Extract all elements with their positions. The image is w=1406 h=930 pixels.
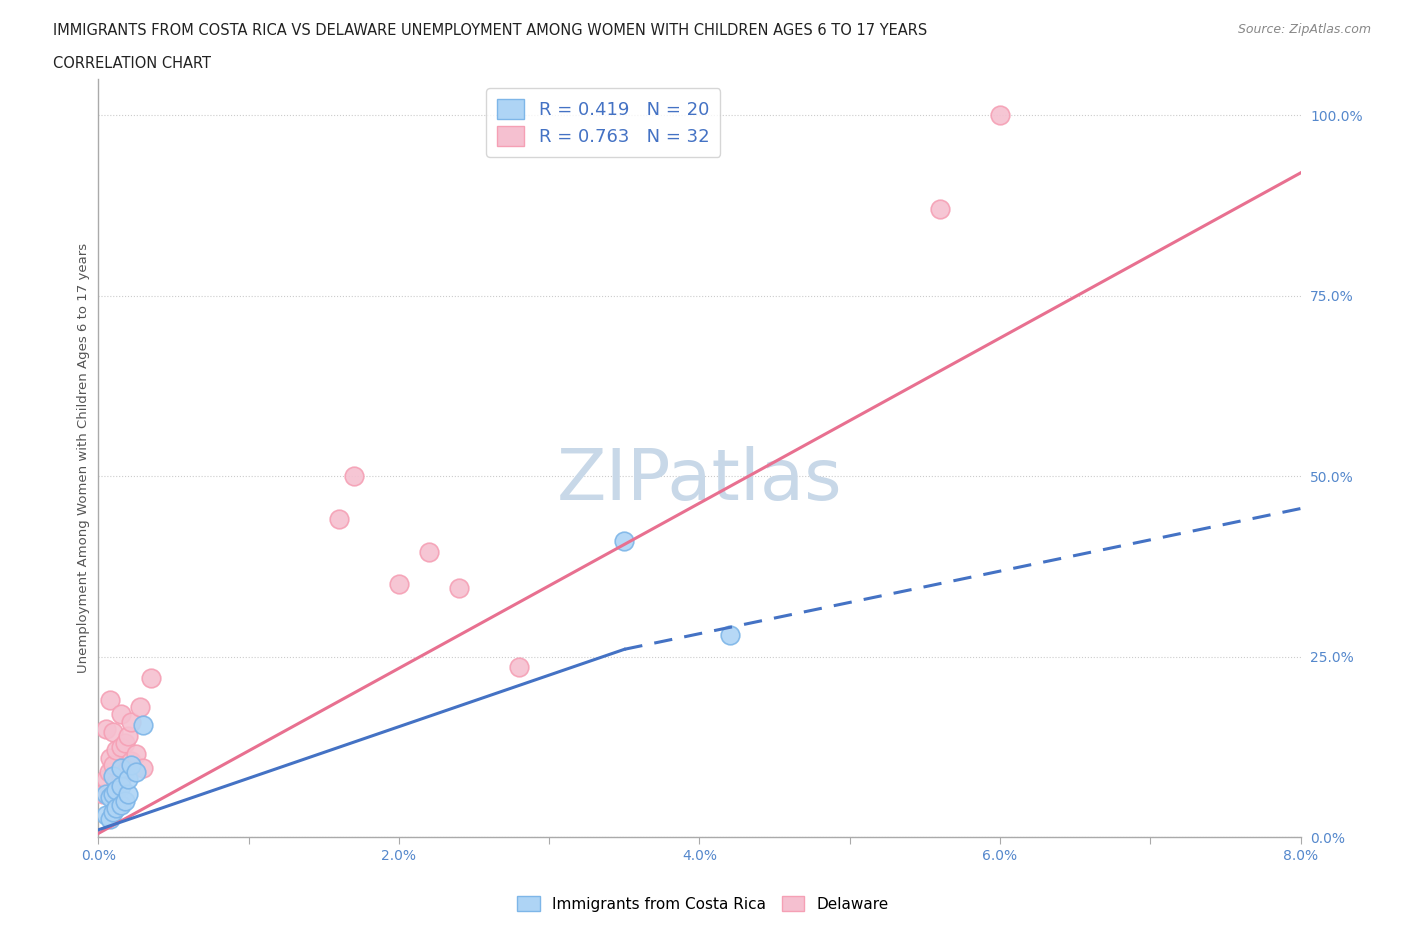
Point: [94, 722, 117, 737]
Point: [121, 757, 143, 772]
Point: [132, 761, 155, 776]
Point: [91, 786, 114, 801]
Point: [100, 751, 122, 765]
Legend: Immigrants from Costa Rica, Delaware: Immigrants from Costa Rica, Delaware: [510, 889, 896, 918]
Point: [328, 512, 350, 526]
Point: [94, 808, 117, 823]
Point: [100, 812, 122, 827]
Point: [114, 793, 136, 808]
Point: [110, 772, 132, 787]
Point: [117, 761, 139, 776]
Text: IMMIGRANTS FROM COSTA RICA VS DELAWARE UNEMPLOYMENT AMONG WOMEN WITH CHILDREN AG: IMMIGRANTS FROM COSTA RICA VS DELAWARE U…: [53, 23, 928, 38]
Point: [110, 707, 132, 722]
Point: [117, 786, 139, 801]
Point: [114, 764, 136, 779]
Text: CORRELATION CHART: CORRELATION CHART: [53, 56, 211, 71]
Point: [100, 790, 122, 804]
Point: [110, 779, 132, 794]
Point: [718, 628, 741, 643]
Point: [508, 660, 530, 675]
Point: [103, 724, 125, 739]
Point: [110, 739, 132, 754]
Point: [105, 783, 128, 798]
Point: [121, 714, 143, 729]
Point: [129, 699, 152, 714]
Point: [388, 577, 411, 591]
Point: [110, 797, 132, 812]
Y-axis label: Unemployment Among Women with Children Ages 6 to 17 years: Unemployment Among Women with Children A…: [77, 243, 90, 673]
Text: Source: ZipAtlas.com: Source: ZipAtlas.com: [1237, 23, 1371, 36]
Point: [928, 202, 950, 217]
Point: [117, 772, 139, 787]
Point: [94, 772, 117, 787]
Point: [447, 580, 470, 595]
Point: [100, 693, 122, 708]
Point: [103, 757, 125, 772]
Point: [103, 786, 125, 801]
Point: [103, 786, 125, 801]
Point: [125, 747, 148, 762]
Point: [103, 804, 125, 819]
Point: [117, 728, 139, 743]
Point: [110, 761, 132, 776]
Point: [132, 718, 155, 733]
Point: [139, 671, 162, 685]
Text: ZIPatlas: ZIPatlas: [557, 446, 842, 515]
Legend: R = 0.419   N = 20, R = 0.763   N = 32: R = 0.419 N = 20, R = 0.763 N = 32: [486, 88, 720, 157]
Point: [105, 801, 128, 816]
Point: [121, 753, 143, 768]
Point: [343, 469, 366, 484]
Point: [97, 764, 120, 779]
Point: [103, 768, 125, 783]
Point: [125, 764, 148, 779]
Point: [114, 736, 136, 751]
Point: [988, 108, 1011, 123]
Point: [105, 743, 128, 758]
Point: [94, 786, 117, 801]
Point: [105, 776, 128, 790]
Point: [613, 534, 636, 549]
Point: [418, 544, 440, 559]
